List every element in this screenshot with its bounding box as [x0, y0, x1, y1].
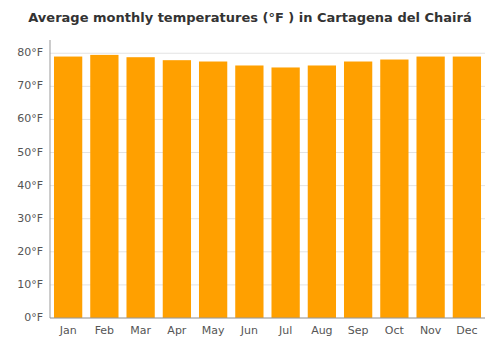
x-tick-label: Jul — [278, 324, 292, 337]
grid-line — [50, 53, 485, 54]
bar — [453, 57, 481, 318]
bar — [344, 62, 372, 318]
bar — [54, 57, 82, 318]
grid-line — [50, 318, 485, 319]
y-tick-label: 10°F — [17, 278, 43, 291]
x-axis-line — [50, 318, 485, 319]
x-tick-label: Apr — [167, 324, 187, 337]
bar — [308, 65, 336, 318]
x-tick-label: Oct — [385, 324, 405, 337]
y-tick-label: 50°F — [17, 146, 43, 159]
x-axis: Jan Feb Mar Apr May Jun Jul Aug Sep Oct Nov Dec — [50, 318, 485, 337]
bar — [163, 60, 191, 318]
x-tick-label: Mar — [130, 324, 151, 337]
x-tick-label: Jan — [59, 324, 77, 337]
title: Average monthly temperatures (°F ) in Ca… — [28, 10, 471, 25]
x-tick-label: Aug — [311, 324, 332, 337]
y-tick-label: 40°F — [17, 179, 43, 192]
y-tick-label: 70°F — [17, 79, 43, 92]
bar — [126, 57, 154, 318]
y-tick-label: 0°F — [24, 311, 43, 324]
chart-container: 0°F 10°F 20°F 30°F 40°F 50°F 60°F 70°F 80°F Jan Fe… — [0, 0, 500, 350]
chart: 0°F 10°F 20°F 30°F 40°F 50°F 60°F 70°F 80°F Jan Fe… — [0, 0, 500, 350]
bar — [271, 67, 299, 318]
y-tick-label: 30°F — [17, 212, 43, 225]
y-tick-label: 20°F — [17, 245, 43, 258]
grid — [50, 53, 485, 318]
x-tick-label: Feb — [95, 324, 114, 337]
x-tick-label: Nov — [420, 324, 442, 337]
x-tick-label: Jun — [240, 324, 258, 337]
y-axis-line — [50, 40, 51, 318]
bar — [90, 55, 118, 318]
bar — [235, 65, 263, 318]
x-tick-label: May — [202, 324, 225, 337]
y-axis: 0°F 10°F 20°F 30°F 40°F 50°F 60°F 70°F 80°F — [17, 40, 50, 324]
bar — [380, 60, 408, 318]
x-tick-label: Sep — [348, 324, 369, 337]
bar — [416, 57, 444, 318]
y-tick-label: 80°F — [17, 46, 43, 59]
x-tick-label: Dec — [456, 324, 477, 337]
y-tick-label: 60°F — [17, 112, 43, 125]
bars — [54, 55, 481, 318]
bar — [199, 62, 227, 318]
